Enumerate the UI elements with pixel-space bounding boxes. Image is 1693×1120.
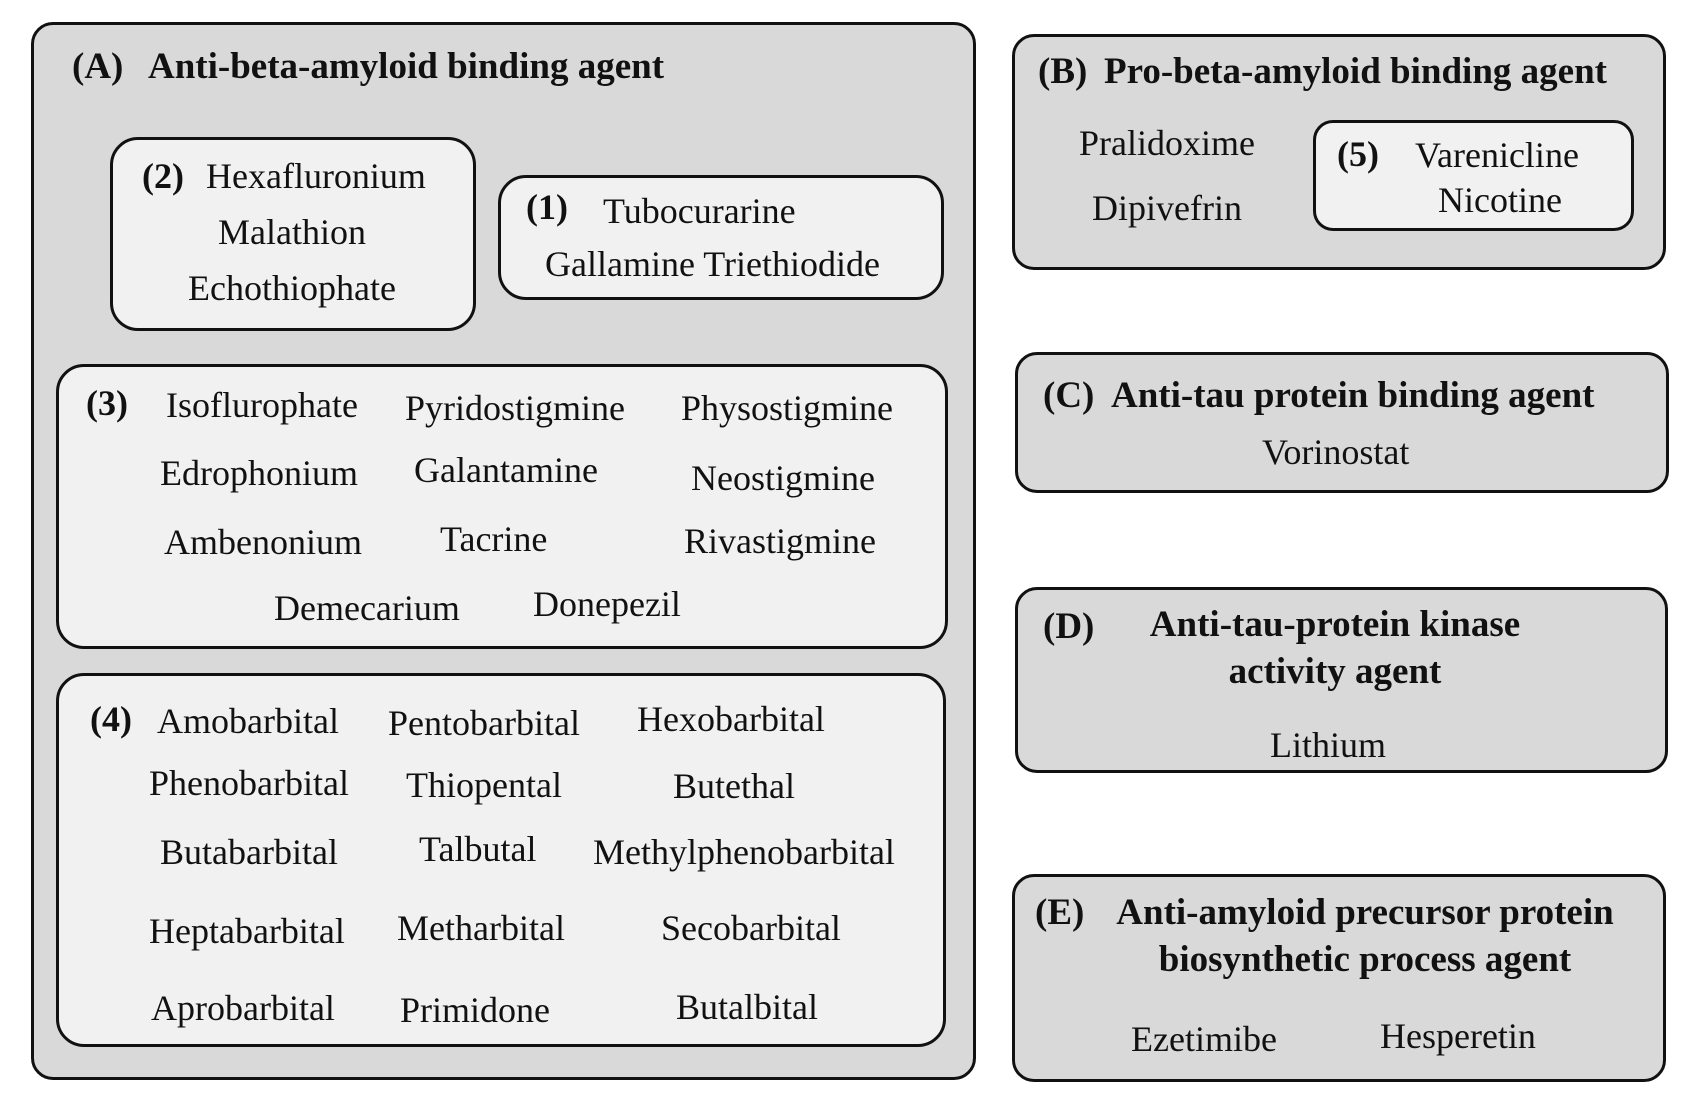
panel-b-label: (B) [1038, 51, 1088, 92]
group-4-drug: Phenobarbital [149, 763, 349, 803]
panel-c-drug: Vorinostat [1262, 432, 1410, 472]
group-4-drug: Amobarbital [157, 701, 339, 741]
group-4-drug: Hexobarbital [637, 699, 825, 739]
group-4-drug: Butethal [673, 766, 795, 806]
group-3-drug: Physostigmine [681, 388, 894, 428]
group-4-drug: Metharbital [397, 908, 565, 948]
group-3-drug: Pyridostigmine [405, 388, 626, 428]
group-1-drug: Gallamine Triethiodide [545, 244, 880, 284]
group-3-drug: Rivastigmine [684, 521, 876, 561]
group-2-drug: Malathion [218, 212, 366, 252]
panel-e-title-line1: Anti-amyloid precursor protein [1116, 892, 1614, 933]
panel-e [1012, 874, 1666, 1082]
panel-c-label: (C) [1043, 375, 1095, 416]
panel-a-title: Anti-beta-amyloid binding agent [148, 46, 665, 87]
panel-e-title-line2: biosynthetic process agent [1158, 939, 1572, 980]
group-2-drug: Hexafluronium [206, 156, 426, 196]
panel-d-title-line1: Anti-tau-protein kinase [1149, 604, 1521, 645]
group-5-label: (5) [1337, 134, 1379, 174]
group-3-drug: Neostigmine [691, 458, 875, 498]
group-3-drug: Tacrine [440, 519, 548, 559]
panel-e-drug: Hesperetin [1380, 1016, 1536, 1056]
group-5-box [1313, 120, 1634, 231]
panel-b-drug: Pralidoxime [1079, 123, 1255, 163]
panel-c [1015, 352, 1669, 493]
group-4-drug: Talbutal [419, 829, 537, 869]
panel-e-drug: Ezetimibe [1131, 1019, 1277, 1059]
group-2-drug: Echothiophate [188, 268, 396, 308]
group-4-drug: Pentobarbital [388, 703, 580, 743]
group-1-label: (1) [526, 187, 568, 227]
group-4-drug: Heptabarbital [149, 911, 345, 951]
group-5-drug: Varenicline [1415, 135, 1579, 175]
group-4-drug: Secobarbital [661, 908, 841, 948]
group-4-drug: Aprobarbital [151, 988, 335, 1028]
panel-d [1015, 587, 1668, 773]
group-4-label: (4) [90, 699, 132, 739]
group-5-drug: Nicotine [1438, 180, 1562, 220]
panel-e-label: (E) [1035, 892, 1085, 933]
group-1-box [498, 175, 944, 300]
group-3-drug: Demecarium [274, 588, 460, 628]
group-4-drug: Butabarbital [160, 832, 338, 872]
group-3-drug: Ambenonium [164, 522, 362, 562]
group-4-drug: Thiopental [406, 765, 562, 805]
panel-a-label: (A) [72, 46, 124, 87]
panel-d-drug: Lithium [1270, 725, 1386, 765]
group-4-drug: Butalbital [676, 987, 818, 1027]
group-1-drug: Tubocurarine [603, 191, 796, 231]
group-3-label: (3) [86, 383, 128, 423]
group-3-drug: Donepezil [533, 584, 681, 624]
group-3-drug: Isoflurophate [166, 385, 358, 425]
panel-d-label: (D) [1043, 606, 1095, 647]
panel-c-title: Anti-tau protein binding agent [1111, 375, 1595, 416]
group-2-box [110, 137, 476, 331]
group-4-drug: Methylphenobarbital [593, 832, 895, 872]
group-4-drug: Primidone [400, 990, 550, 1030]
panel-d-title-line2: activity agent [1228, 651, 1442, 692]
panel-b-title: Pro-beta-amyloid binding agent [1104, 51, 1607, 92]
group-3-drug: Galantamine [414, 450, 598, 490]
group-3-box [56, 364, 948, 649]
group-3-drug: Edrophonium [160, 453, 358, 493]
group-2-label: (2) [142, 156, 184, 196]
panel-b-drug: Dipivefrin [1092, 188, 1242, 228]
group-4-box [56, 673, 946, 1047]
